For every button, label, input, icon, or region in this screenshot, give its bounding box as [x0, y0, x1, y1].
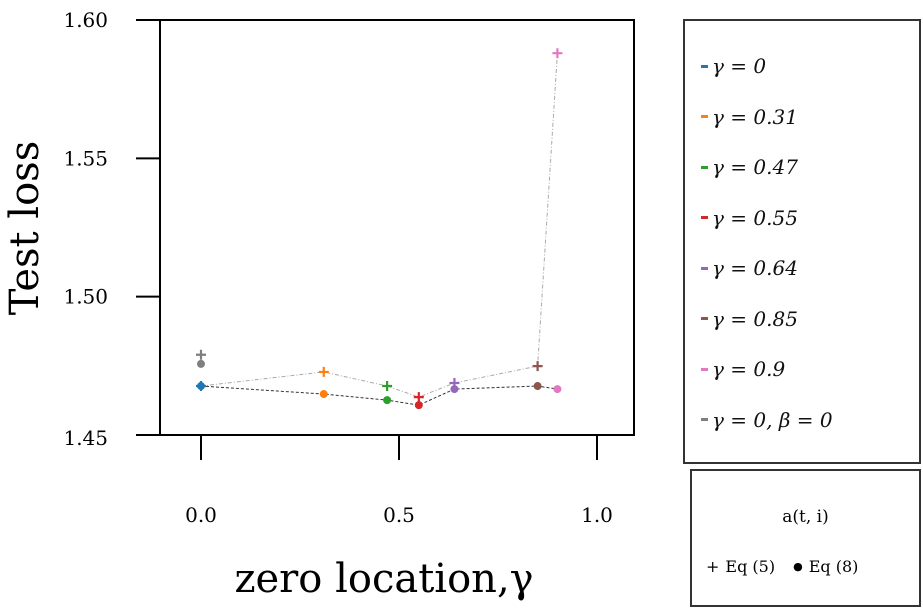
- legend-label: γ = 0.31: [712, 104, 798, 129]
- y-axis-label: Test loss: [2, 141, 48, 316]
- marker-legend-title: a(t, i): [782, 507, 829, 527]
- plot-frame: [159, 19, 635, 436]
- legend-item: γ = 0.55: [701, 206, 798, 230]
- legend-swatch: [701, 266, 708, 270]
- eq8-point: [533, 382, 542, 391]
- trend-line-eq5: [200, 53, 558, 398]
- plus-marker-icon: +: [706, 557, 720, 576]
- y-tick-label: 1.60: [63, 8, 108, 32]
- legend-label: γ = 0.9: [712, 357, 786, 381]
- legend-item: γ = 0: [701, 54, 766, 78]
- legend-swatch: [701, 216, 708, 219]
- x-tick-label: 0.5: [383, 503, 415, 527]
- eq8-point: [414, 401, 423, 410]
- legend-item: γ = 0.47: [701, 155, 798, 179]
- eq8-point: [553, 385, 562, 394]
- eq5-point: [196, 349, 206, 360]
- dot-marker-icon: ●: [793, 560, 803, 573]
- legend-swatch: [701, 115, 708, 118]
- eq5-point: [318, 366, 329, 377]
- eq5-point: [552, 48, 563, 59]
- eq8-point: [197, 382, 205, 391]
- legend-item: γ = 0.31: [701, 105, 798, 129]
- legend-swatch: [701, 317, 708, 320]
- y-tick-label: 1.55: [63, 146, 108, 170]
- x-tick-label: 0.0: [185, 503, 217, 527]
- legend-eq5-label: Eq (5): [725, 557, 776, 576]
- legend-swatch: [701, 165, 708, 169]
- legend-label: γ = 0.64: [712, 256, 798, 280]
- legend-label: γ = 0.55: [712, 205, 798, 230]
- legend-item: γ = 0, β = 0: [701, 408, 833, 432]
- eq5-point: [382, 381, 393, 392]
- legend-label: γ = 0.47: [712, 155, 798, 179]
- trend-line-eq8: [200, 385, 558, 406]
- legend-swatch: [701, 64, 708, 68]
- legend-label: γ = 0.85: [712, 306, 798, 331]
- y-tick-label: 1.45: [63, 426, 108, 450]
- legend-item: γ = 0.85: [701, 307, 798, 331]
- legend-swatch: [701, 367, 708, 371]
- series-legend: γ = 0 γ = 0.31 γ = 0.47 γ = 0.55 γ = 0.64 γ =…: [683, 19, 921, 464]
- eq8-point: [450, 385, 459, 394]
- legend-item: γ = 0.9: [701, 357, 785, 381]
- eq8-point: [383, 396, 392, 405]
- x-tick-label: 1.0: [581, 503, 613, 527]
- eq5-point: [532, 361, 543, 372]
- x-axis-label: zero location,γ: [234, 556, 533, 602]
- marker-legend: a(t, i) + Eq (5) ● Eq (8): [690, 469, 921, 607]
- eq8-point: [319, 390, 328, 399]
- y-tick-label: 1.50: [63, 285, 108, 309]
- eq8-point: [197, 359, 205, 368]
- legend-label: γ = 0, β = 0: [712, 407, 833, 432]
- legend-swatch: [701, 418, 708, 421]
- legend-label: γ = 0: [712, 54, 767, 78]
- legend-item: γ = 0.64: [701, 256, 798, 280]
- legend-eq8-label: Eq (8): [808, 557, 859, 576]
- eq5-point: [413, 392, 424, 403]
